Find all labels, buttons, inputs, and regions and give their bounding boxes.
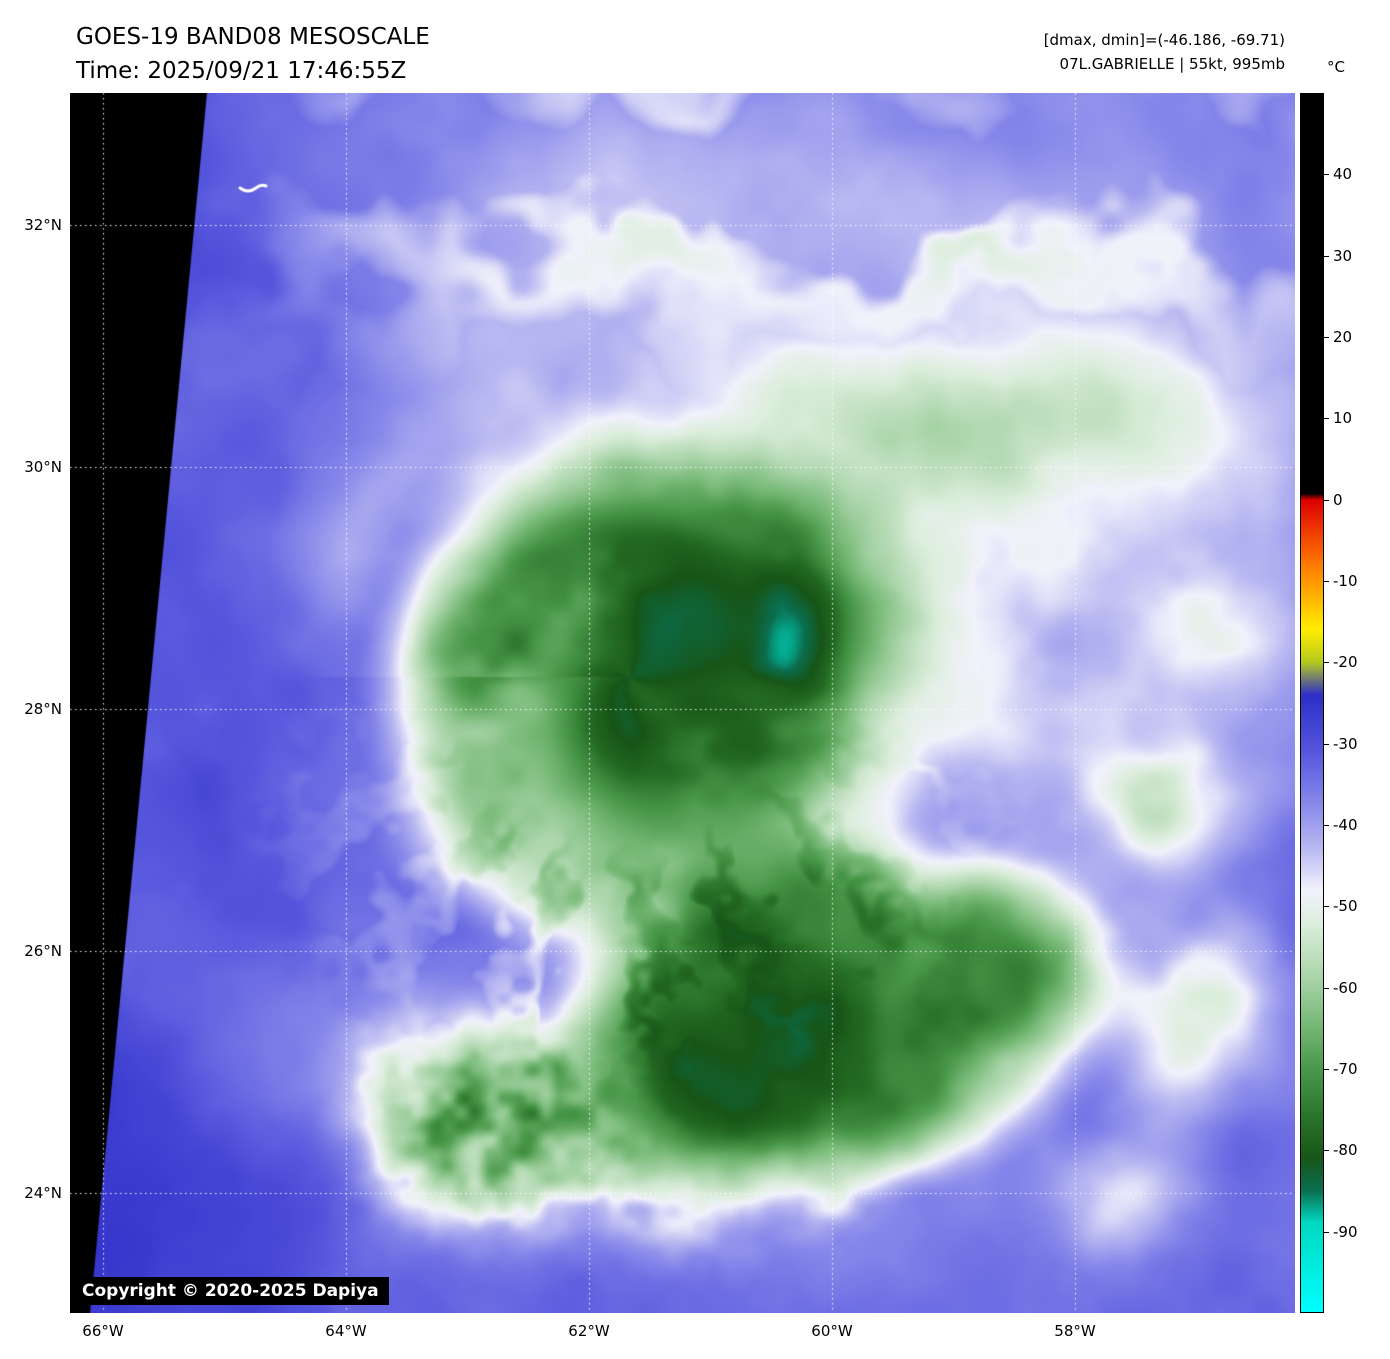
colorbar-tick-label: -10 <box>1333 572 1358 590</box>
lon-tick-label: 62°W <box>568 1322 610 1340</box>
colorbar-tick-mark <box>1324 662 1329 664</box>
colorbar-tick-mark <box>1324 1231 1329 1233</box>
lat-tick-label: 26°N <box>24 942 62 960</box>
colorbar-tick-label: 10 <box>1333 409 1353 428</box>
colorbar-tick-label: -20 <box>1333 653 1358 672</box>
lat-tick-label: 28°N <box>24 700 62 718</box>
colorbar-tick-mark <box>1324 825 1329 826</box>
colorbar-tick-label: -50 <box>1333 897 1358 916</box>
colorbar-tick-mark <box>1324 1069 1329 1070</box>
colorbar-tick-label: 0 <box>1333 490 1343 509</box>
colorbar-tick-mark <box>1324 418 1329 420</box>
colorbar-tick-mark <box>1324 255 1329 257</box>
colorbar-unit-label: °C <box>1327 58 1345 76</box>
colorbar-tick-label: -80 <box>1333 1141 1358 1160</box>
colorbar-tick-label: -40 <box>1333 816 1358 834</box>
colorbar-tick-mark <box>1324 906 1329 908</box>
colorbar-tick-label: 30 <box>1333 246 1353 265</box>
colorbar-tick-label: -70 <box>1333 1060 1358 1078</box>
colorbar-tick-mark <box>1324 987 1329 989</box>
header-left: GOES-19 BAND08 MESOSCALE Time: 2025/09/2… <box>76 20 430 88</box>
lon-tick-label: 64°W <box>325 1322 367 1340</box>
colorbar-tick-mark <box>1324 581 1329 582</box>
lat-tick-label: 32°N <box>24 216 62 234</box>
colorbar-tick-mark <box>1324 174 1329 176</box>
colorbar-tick-mark <box>1324 499 1329 501</box>
lat-tick-label: 30°N <box>24 458 62 476</box>
colorbar-tick-mark <box>1324 1150 1329 1152</box>
colorbar <box>1300 93 1324 1313</box>
colorbar-tick-label: 40 <box>1333 165 1353 184</box>
lon-tick-label: 66°W <box>82 1322 124 1340</box>
storm-info-label: 07L.GABRIELLE | 55kt, 995mb <box>1059 55 1285 73</box>
lon-tick-label: 58°W <box>1054 1322 1096 1340</box>
figure-timestamp: Time: 2025/09/21 17:46:55Z <box>76 58 407 84</box>
colorbar-tick-label: -30 <box>1333 734 1358 753</box>
colorbar-tick-mark <box>1324 743 1329 745</box>
lat-tick-label: 24°N <box>24 1184 62 1202</box>
header-right: [dmax, dmin]=(-46.186, -69.71) 07L.GABRI… <box>1044 28 1285 76</box>
lon-tick-label: 60°W <box>811 1322 853 1340</box>
colorbar-tick-label: 20 <box>1333 328 1353 346</box>
colorbar-tick-mark <box>1324 337 1329 338</box>
figure-title: GOES-19 BAND08 MESOSCALE <box>76 24 430 50</box>
colorbar-tick-label: -60 <box>1333 978 1358 997</box>
satellite-map-canvas <box>70 93 1295 1313</box>
colorbar-tick-label: -90 <box>1333 1222 1358 1241</box>
copyright-badge: Copyright © 2020-2025 Dapiya <box>72 1277 389 1305</box>
data-range-label: [dmax, dmin]=(-46.186, -69.71) <box>1043 31 1285 49</box>
